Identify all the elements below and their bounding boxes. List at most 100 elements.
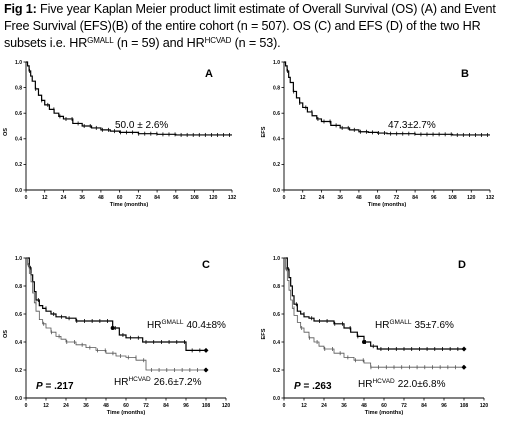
p-value-label: P = .263: [294, 381, 332, 392]
x-tick-label: 36: [83, 403, 89, 409]
x-tick-label: 120: [222, 403, 231, 409]
y-tick-label: 1.0: [273, 60, 280, 66]
x-tick-label: 72: [136, 195, 142, 201]
survival-estimate-label: 50.0 ± 2.6%: [115, 120, 168, 131]
survival-estimate-label: 47.3±2.7%: [388, 120, 436, 131]
x-tick-label: 0: [283, 403, 286, 409]
panel-letter: B: [461, 68, 469, 80]
x-tick-label: 60: [117, 195, 123, 201]
x-axis-label: Time (months): [365, 410, 404, 416]
km-curve-hrhcvad: [284, 257, 464, 368]
x-tick-label: 48: [103, 403, 109, 409]
survival-dot-marker: [362, 340, 366, 344]
panel-letter: C: [202, 259, 210, 271]
x-tick-label: 108: [460, 403, 469, 409]
x-tick-label: 132: [486, 195, 495, 201]
chart-panel-a: 0.0 0.2 0.4 0.6 0.8 1.0 0 12 24 36 48 60 72 84 96 108 12…: [3, 60, 237, 208]
x-tick-label: 84: [412, 195, 418, 201]
y-tick-label: 0.4: [273, 340, 280, 346]
x-tick-label: 72: [394, 195, 400, 201]
x-tick-label: 48: [361, 403, 367, 409]
x-tick-label: 108: [202, 403, 211, 409]
caption-sup-gmall: GMALL: [87, 36, 114, 45]
x-tick-label: 12: [42, 195, 48, 201]
x-tick-label: 96: [183, 403, 189, 409]
x-tick-label: 108: [448, 195, 457, 201]
x-tick-label: 36: [337, 195, 343, 201]
x-tick-label: 12: [300, 195, 306, 201]
x-tick-label: 120: [209, 195, 218, 201]
y-tick-label: 0.2: [273, 162, 280, 168]
x-tick-label: 84: [163, 403, 169, 409]
subgroup-label-gmall: HRGMALL 40.4±8%: [147, 319, 226, 331]
x-tick-label: 12: [43, 403, 49, 409]
x-tick-label: 60: [123, 403, 129, 409]
y-tick-label: 0.2: [15, 368, 22, 374]
y-tick-label: 0.6: [273, 312, 280, 318]
x-tick-label: 48: [98, 195, 104, 201]
y-tick-label: 0.4: [15, 137, 22, 143]
figure-label: Fig 1:: [4, 2, 37, 16]
caption-sup-hcvad: HCVAD: [204, 36, 232, 45]
subgroup-label-hcvad: HRHCVAD 22.0±6.8%: [358, 378, 446, 390]
x-tick-label: 36: [79, 195, 85, 201]
x-tick-label: 96: [441, 403, 447, 409]
km-curve-hrhcvad: [26, 257, 206, 371]
y-axis-label: EFS: [261, 126, 267, 137]
caption-text-1: Five year Kaplan Meier product limit est…: [4, 2, 496, 50]
y-axis-label: EFS: [261, 328, 267, 339]
y-tick-label: 1.0: [15, 256, 22, 262]
x-tick-label: 60: [381, 403, 387, 409]
x-tick-label: 0: [25, 403, 28, 409]
caption-text-3: (n = 53).: [231, 36, 281, 50]
x-tick-label: 24: [321, 403, 327, 409]
km-curve-hrgmall: [26, 257, 206, 351]
p-value-label: P = .217: [36, 381, 74, 392]
y-tick-label: 0.8: [273, 85, 280, 91]
y-tick-label: 0.2: [273, 368, 280, 374]
x-tick-label: 24: [61, 195, 67, 201]
end-marker: [461, 364, 467, 370]
x-tick-label: 84: [421, 403, 427, 409]
y-tick-label: 0.4: [273, 137, 280, 143]
x-tick-label: 120: [467, 195, 476, 201]
chart-panel-c: 0.0 0.2 0.4 0.6 0.8 1.0 0 12 24 36 48 60 72 84 96 108 12…: [3, 256, 231, 416]
x-axis-label: Time (months): [107, 410, 146, 416]
y-tick-label: 0.6: [273, 111, 280, 117]
x-tick-label: 72: [401, 403, 407, 409]
y-tick-label: 0.0: [273, 188, 280, 194]
panel-letter: D: [458, 259, 466, 271]
y-tick-label: 0.8: [273, 284, 280, 290]
chart-panel-b: 0.0 0.2 0.4 0.6 0.8 1.0 0 12 24 36 48 60 72 84 96 108 12…: [261, 60, 495, 208]
y-tick-label: 0.0: [15, 188, 22, 194]
x-tick-label: 72: [143, 403, 149, 409]
y-tick-label: 1.0: [273, 256, 280, 262]
y-tick-label: 0.4: [15, 340, 22, 346]
x-tick-label: 0: [25, 195, 28, 201]
x-tick-label: 96: [173, 195, 179, 201]
end-marker: [203, 347, 209, 353]
y-tick-label: 0.6: [15, 312, 22, 318]
x-axis-label: Time (months): [110, 202, 149, 208]
y-tick-label: 1.0: [15, 60, 22, 66]
x-tick-label: 24: [319, 195, 325, 201]
x-tick-label: 132: [228, 195, 237, 201]
chart-panel-d: 0.0 0.2 0.4 0.6 0.8 1.0 0 12 24 36 48 60 72 84 96 108 12…: [261, 256, 489, 416]
x-tick-label: 120: [480, 403, 489, 409]
panel-letter: A: [205, 68, 213, 80]
y-tick-label: 0.2: [15, 162, 22, 168]
subgroup-label-hcvad: HRHCVAD 26.6±7.2%: [114, 376, 202, 388]
end-marker: [203, 367, 209, 373]
km-curve-main: [284, 61, 490, 136]
x-tick-label: 84: [154, 195, 160, 201]
y-tick-label: 0.6: [15, 111, 22, 117]
y-axis-label: OS: [3, 330, 9, 338]
subgroup-label-gmall: HRGMALL 35±7.6%: [375, 319, 454, 331]
x-tick-label: 36: [341, 403, 347, 409]
x-tick-label: 24: [63, 403, 69, 409]
x-tick-label: 48: [356, 195, 362, 201]
km-curve-hrgmall: [284, 257, 464, 350]
x-axis-label: Time (months): [368, 202, 407, 208]
end-marker: [461, 346, 467, 352]
y-axis-label: OS: [3, 128, 9, 136]
